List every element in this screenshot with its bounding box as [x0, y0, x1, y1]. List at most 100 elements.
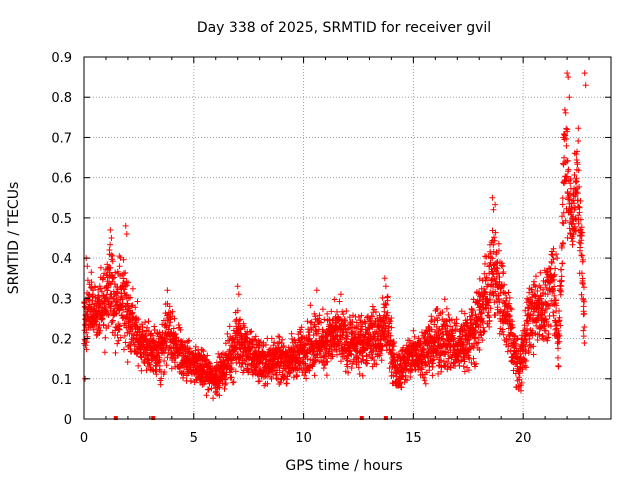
data-point — [161, 369, 168, 375]
data-point — [95, 286, 102, 293]
data-point — [186, 337, 193, 344]
data-point — [134, 298, 141, 305]
data-point — [318, 319, 324, 326]
data-point — [166, 322, 173, 329]
data-point — [125, 295, 132, 302]
data-point — [247, 329, 254, 336]
data-point — [124, 300, 131, 307]
x-tick-label: 5 — [190, 431, 198, 446]
data-point — [142, 319, 149, 326]
data-point — [315, 330, 321, 337]
x-axis-label: GPS time / hours — [285, 458, 402, 474]
data-point — [114, 332, 121, 338]
data-point — [121, 332, 128, 339]
data-point — [155, 359, 162, 366]
data-point — [163, 362, 170, 369]
data-point — [223, 371, 230, 378]
data-point — [104, 261, 111, 268]
data-point — [107, 241, 114, 248]
data-point — [296, 351, 303, 358]
data-point — [83, 346, 90, 353]
data-point — [270, 371, 276, 377]
data-point — [208, 385, 215, 392]
data-point — [113, 310, 120, 316]
x-tick-label: 10 — [295, 431, 312, 446]
data-point — [108, 251, 115, 258]
data-point — [111, 281, 118, 288]
data-point — [307, 302, 314, 309]
data-point — [203, 392, 210, 399]
data-point — [108, 303, 115, 310]
data-point — [210, 395, 217, 402]
data-point — [280, 343, 287, 349]
data-point — [129, 309, 136, 316]
data-point — [117, 254, 124, 261]
data-point — [304, 318, 311, 325]
data-point — [127, 294, 134, 301]
data-point — [100, 274, 107, 281]
data-point — [316, 358, 323, 365]
data-point — [297, 329, 304, 336]
data-point — [97, 264, 104, 271]
data-point — [275, 333, 282, 340]
data-point — [134, 329, 141, 336]
data-point — [277, 379, 284, 386]
data-point — [101, 349, 108, 356]
data-point — [294, 372, 301, 379]
data-point — [226, 323, 233, 330]
data-point — [228, 365, 235, 371]
y-tick-label: 0.8 — [51, 91, 72, 106]
data-point — [188, 377, 195, 384]
data-point — [138, 367, 145, 374]
data-point — [324, 310, 331, 317]
y-axis-label: SRMTID / TECUs — [6, 182, 22, 295]
data-point — [109, 258, 116, 265]
data-point — [124, 359, 131, 365]
data-point — [298, 324, 305, 331]
data-point — [303, 375, 310, 382]
data-point — [104, 296, 111, 303]
data-point — [98, 288, 105, 295]
data-point — [109, 275, 116, 282]
data-point — [284, 373, 291, 380]
data-point — [232, 368, 239, 375]
data-point — [222, 375, 229, 382]
data-point — [301, 372, 308, 379]
data-point — [205, 386, 212, 393]
data-point — [162, 346, 169, 353]
y-tick-label: 0.7 — [51, 131, 72, 146]
data-point — [228, 374, 235, 381]
data-point — [129, 285, 136, 292]
data-point — [117, 334, 124, 341]
data-point — [238, 332, 245, 339]
data-point — [88, 269, 95, 276]
data-point — [168, 365, 175, 372]
data-point — [303, 340, 310, 347]
y-tick-label: 0 — [64, 413, 72, 428]
data-point — [122, 283, 129, 290]
data-point — [229, 379, 236, 386]
data-point — [311, 372, 318, 379]
data-point — [177, 326, 184, 333]
data-point — [323, 345, 330, 352]
data-point — [252, 333, 259, 340]
data-point — [105, 298, 112, 305]
data-point — [97, 327, 104, 334]
data-point — [241, 324, 248, 331]
data-point — [248, 328, 255, 335]
data-point — [85, 296, 92, 303]
data-point — [162, 321, 169, 328]
y-tick-label: 0.5 — [51, 212, 72, 227]
data-point — [131, 341, 138, 348]
data-point — [236, 317, 243, 324]
data-point — [306, 367, 313, 374]
data-point — [172, 331, 179, 338]
data-point — [156, 362, 163, 369]
data-point — [316, 312, 323, 319]
y-tick-label: 0.9 — [51, 51, 72, 66]
data-point — [83, 339, 90, 346]
data-point — [164, 354, 171, 361]
data-point — [88, 301, 95, 308]
